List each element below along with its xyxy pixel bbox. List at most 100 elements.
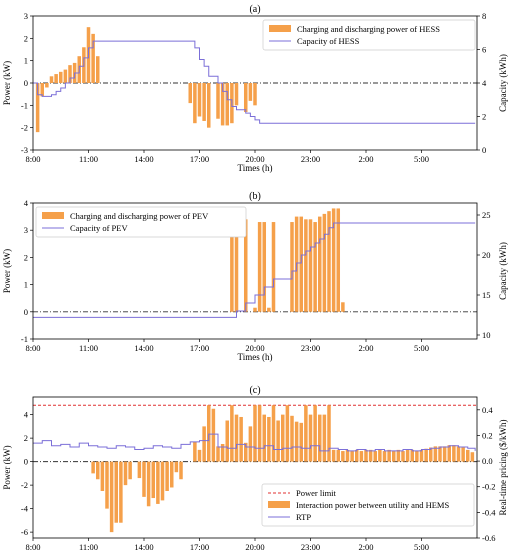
x-tick-label: 14:00	[134, 343, 153, 353]
panel-title: (a)	[249, 4, 260, 15]
bar	[405, 449, 410, 462]
x-tick-label: 20:00	[245, 154, 264, 164]
bar	[165, 461, 169, 491]
bar	[322, 213, 327, 312]
bar	[68, 65, 72, 83]
bar	[197, 83, 202, 117]
bar	[262, 414, 267, 462]
bar	[336, 208, 341, 312]
y-axis-label: Power (kW)	[2, 61, 12, 105]
bar	[179, 461, 183, 480]
legend-box	[261, 483, 475, 527]
bar	[313, 222, 317, 312]
bar	[276, 420, 280, 462]
x-tick-label: 20:00	[245, 542, 264, 550]
bar	[239, 416, 243, 462]
bar	[202, 83, 206, 121]
x-tick-label: 2:00	[358, 542, 373, 550]
bar	[234, 83, 239, 106]
y-tick-label: 4	[24, 410, 29, 420]
legend-swatch	[42, 212, 64, 219]
legend-box	[35, 206, 247, 238]
bar	[317, 414, 322, 462]
bar	[341, 451, 345, 462]
bar	[378, 449, 382, 462]
bar	[285, 405, 290, 462]
bar	[253, 405, 257, 462]
bar	[211, 408, 216, 462]
y-right-tick-label: 0.2	[482, 430, 493, 440]
x-tick-label: 2:00	[358, 343, 373, 353]
y-tick-label: -1	[21, 334, 28, 344]
bar	[364, 449, 368, 462]
legend: Charging and discharging power of HESS Ca…	[262, 19, 476, 51]
x-tick-label: 11:00	[79, 154, 98, 164]
x-tick-label: 17:00	[190, 343, 209, 353]
x-tick-label: 8:00	[25, 542, 40, 550]
bar	[317, 216, 322, 312]
bar	[396, 449, 401, 462]
bar	[461, 447, 465, 462]
x-tick-label: 5:00	[414, 343, 429, 353]
y-right-tick-label: 25	[482, 210, 491, 220]
bar	[290, 415, 294, 462]
bar	[142, 461, 146, 497]
bar	[271, 222, 276, 312]
bar	[151, 461, 156, 499]
x-tick-label: 17:00	[190, 154, 209, 164]
y-tick-label: 2	[24, 33, 28, 43]
legend-swatch	[268, 501, 290, 508]
bar	[206, 405, 211, 462]
bar	[105, 461, 109, 509]
bar	[202, 426, 206, 462]
bar	[95, 461, 100, 480]
x-tick-label: 17:00	[190, 542, 209, 550]
series-line	[33, 40, 476, 124]
bar	[456, 446, 461, 462]
bar	[45, 83, 49, 88]
bar	[433, 446, 438, 462]
bar	[63, 69, 68, 83]
bar	[410, 449, 415, 462]
bar	[193, 83, 197, 124]
bar	[438, 446, 442, 462]
y-tick-label: -6	[21, 527, 28, 537]
bar	[58, 71, 63, 83]
bar	[428, 447, 433, 462]
bar	[137, 461, 142, 479]
legend-label: Charging and discharging power of HESS	[297, 24, 440, 34]
bar	[452, 445, 456, 462]
legend-label: Charging and discharging power of PEV	[70, 211, 209, 221]
y-tick-label: 1	[24, 56, 28, 66]
bar	[345, 449, 350, 462]
bar	[470, 452, 475, 462]
bar	[197, 449, 202, 462]
bar	[465, 449, 470, 462]
bar	[243, 83, 248, 113]
bar	[225, 420, 230, 462]
bar	[160, 461, 165, 501]
bar	[35, 83, 40, 133]
panel-title: (c)	[249, 385, 260, 396]
y-tick-label: -2	[21, 123, 28, 133]
y-right-tick-label: -0.2	[482, 482, 495, 492]
bar	[109, 461, 114, 533]
x-tick-label: 14:00	[134, 542, 153, 550]
y-right-tick-label: 15	[482, 290, 491, 300]
bar	[304, 405, 308, 462]
bar	[119, 461, 123, 523]
bar	[267, 307, 271, 312]
y-tick-label: 3	[24, 11, 28, 21]
x-axis-label: Times (h)	[238, 352, 273, 362]
y-right-tick-label: -0.4	[482, 507, 496, 517]
bar	[368, 449, 373, 462]
y-right-tick-label: 4	[482, 78, 487, 88]
y-tick-label: -1	[21, 100, 28, 110]
x-tick-label: 23:00	[301, 542, 320, 550]
bar	[169, 461, 174, 488]
y-tick-label: 2	[24, 252, 28, 262]
x-tick-label: 23:00	[301, 154, 320, 164]
legend-box	[262, 19, 476, 51]
